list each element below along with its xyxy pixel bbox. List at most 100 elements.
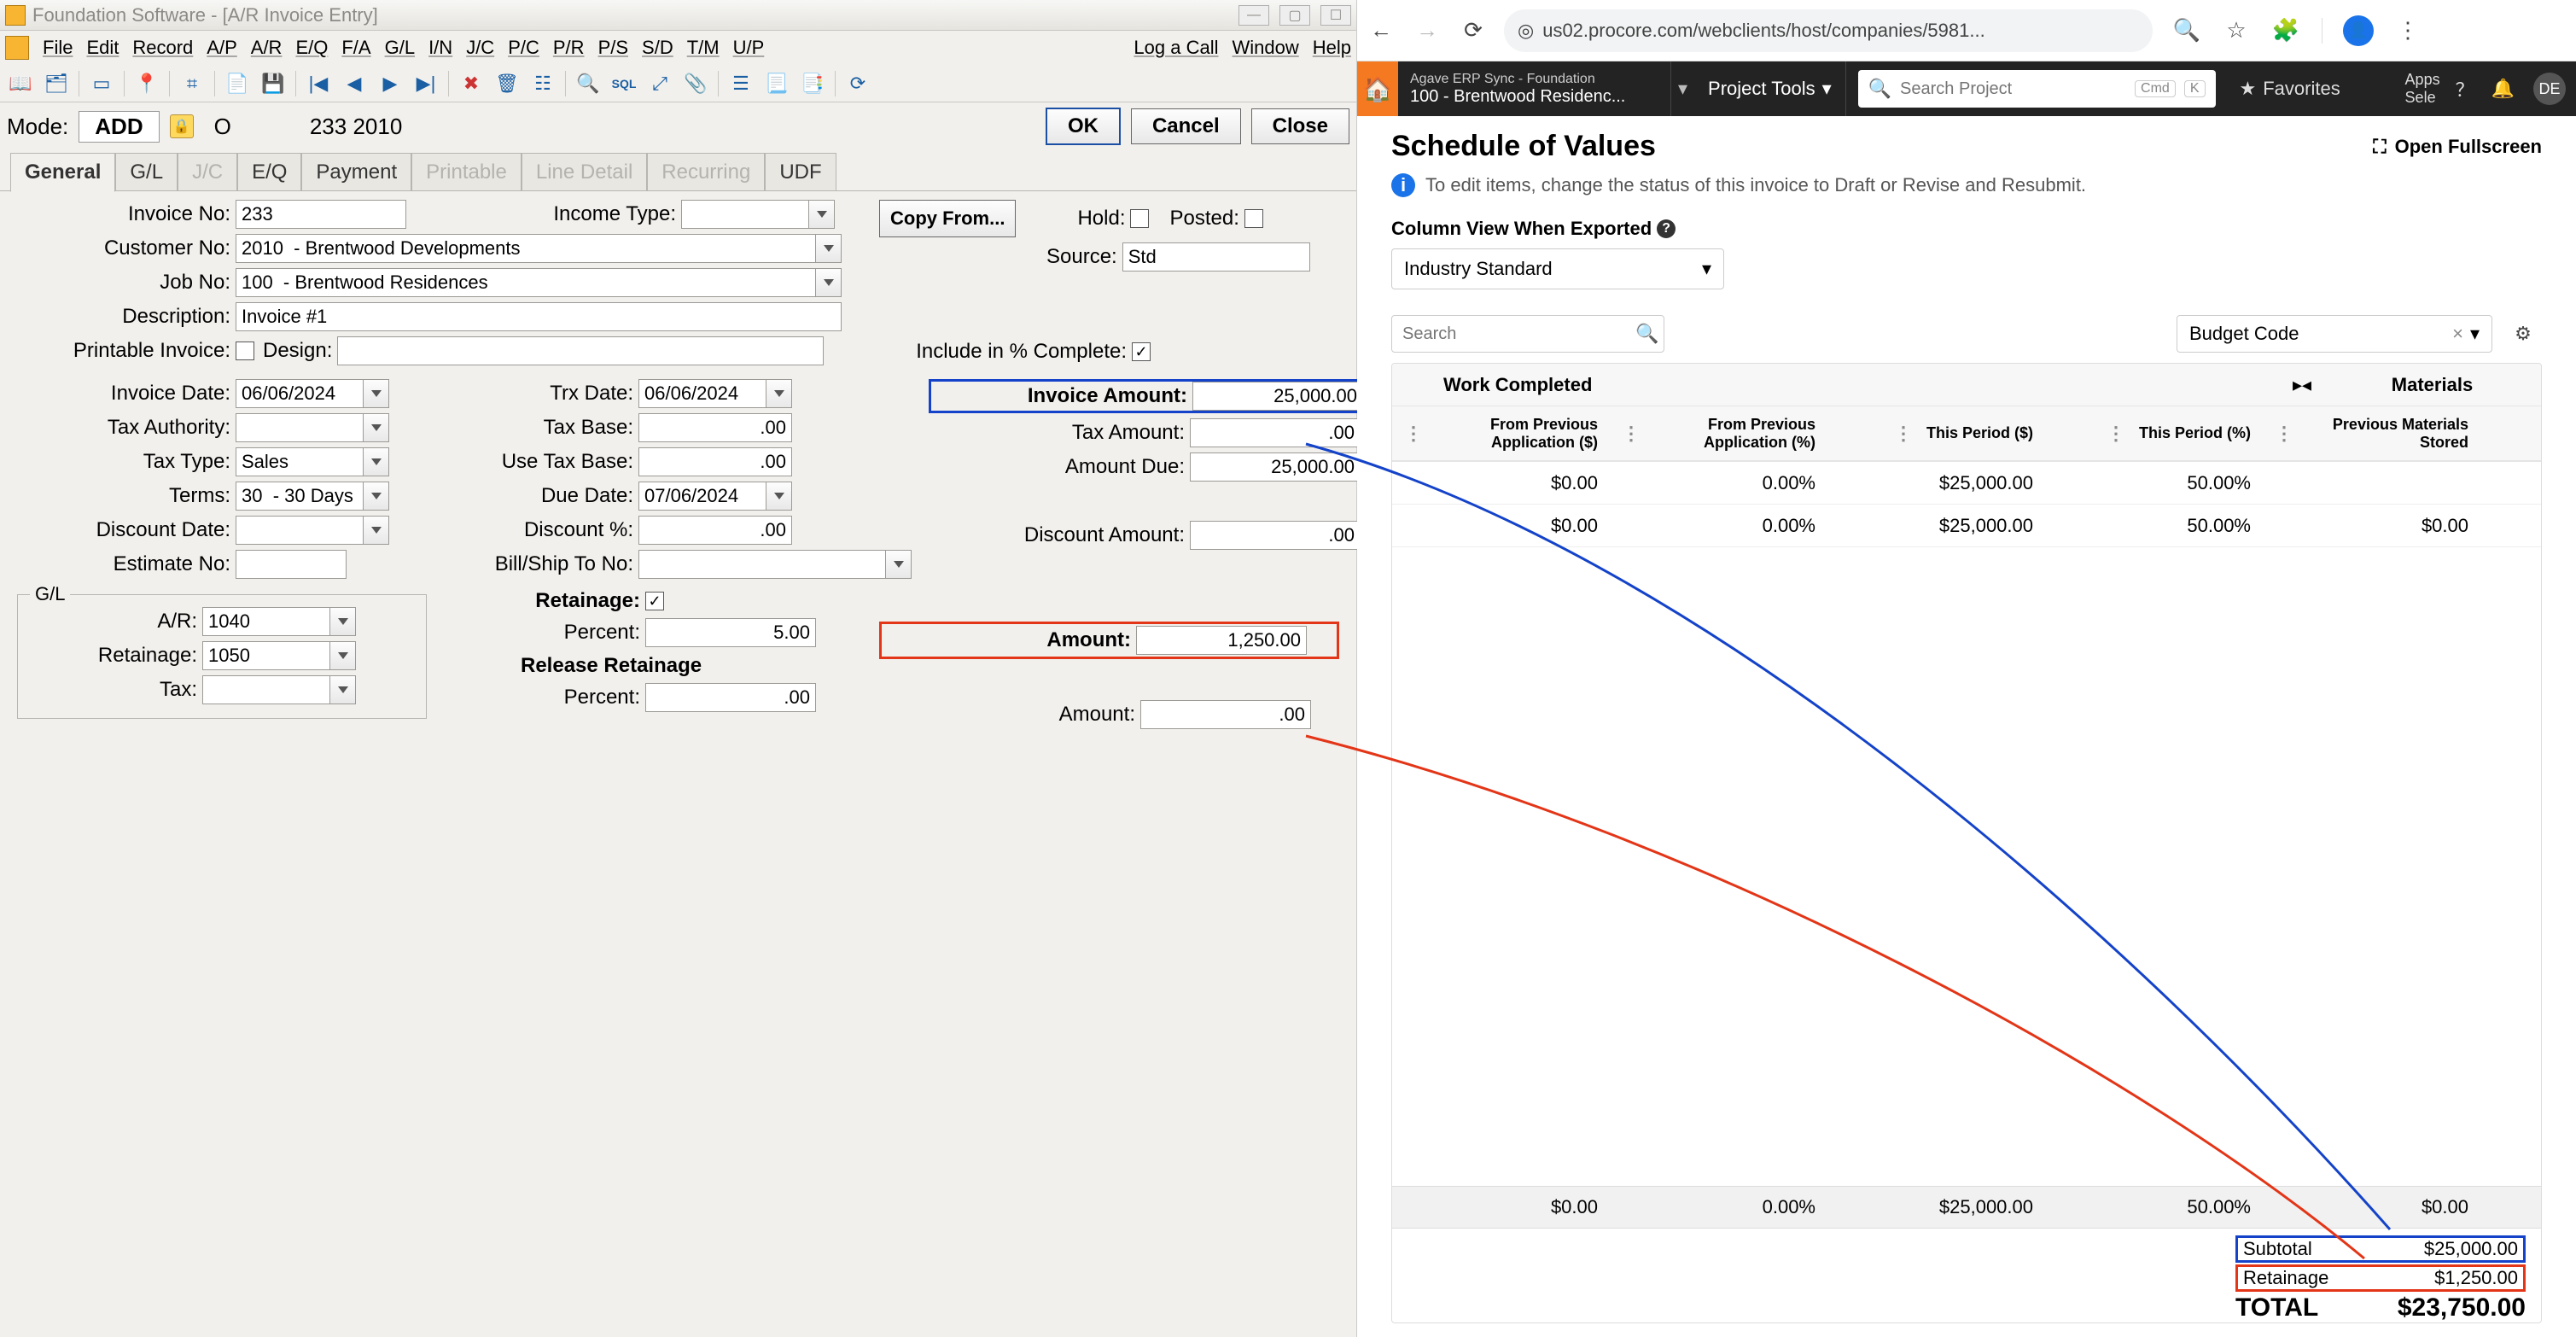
input-trx-date[interactable] xyxy=(638,379,766,408)
menu-file[interactable]: File xyxy=(43,37,73,59)
chrome-avatar-icon[interactable]: 👤 xyxy=(2343,15,2374,46)
next-icon[interactable]: ▶ xyxy=(373,68,407,99)
menu-jc[interactable]: J/C xyxy=(466,37,494,59)
grid-icon[interactable]: ⌗ xyxy=(175,68,209,99)
tab-linedetail[interactable]: Line Detail xyxy=(522,153,647,191)
book-icon[interactable]: 📖 xyxy=(3,68,38,99)
budget-code-select[interactable]: Budget Code × ▾ xyxy=(2177,315,2492,353)
column-menu-icon[interactable]: ⋮ xyxy=(1894,423,1913,445)
menu-logacall[interactable]: Log a Call xyxy=(1134,37,1218,59)
chevron-down-icon[interactable] xyxy=(330,641,356,670)
delete-icon[interactable]: 🗑 xyxy=(490,68,524,99)
menu-up[interactable]: U/P xyxy=(733,37,765,59)
menu-ap[interactable]: A/P xyxy=(207,37,236,59)
column-menu-icon[interactable]: ⋮ xyxy=(1622,423,1641,445)
menu-help[interactable]: Help xyxy=(1313,37,1351,59)
input-disc-amount[interactable] xyxy=(1190,521,1361,550)
input-rel-amount[interactable] xyxy=(1140,700,1311,729)
tab-eq[interactable]: E/Q xyxy=(237,153,301,191)
input-rel-percent[interactable] xyxy=(645,683,816,712)
menu-in[interactable]: I/N xyxy=(428,37,452,59)
chrome-menu-icon[interactable]: ⋮ xyxy=(2392,15,2423,46)
expand-cols-icon[interactable]: ▸◂ xyxy=(2281,374,2323,396)
chevron-down-icon[interactable] xyxy=(364,447,389,476)
minimize-button[interactable]: — xyxy=(1238,5,1269,26)
chevron-down-icon[interactable]: ▾ xyxy=(1671,61,1694,116)
home-icon[interactable]: 🏠 xyxy=(1357,61,1398,116)
chevron-down-icon[interactable] xyxy=(816,234,842,263)
expand-icon[interactable]: ⤢ xyxy=(643,68,677,99)
bell-icon[interactable]: 🔔 xyxy=(2483,61,2523,116)
back-icon[interactable]: ← xyxy=(1366,15,1396,46)
column-menu-icon[interactable]: ⋮ xyxy=(1404,423,1423,445)
attach-icon[interactable]: 📎 xyxy=(679,68,713,99)
menu-window[interactable]: Window xyxy=(1233,37,1299,59)
input-tax-type[interactable] xyxy=(236,447,364,476)
tab-gl[interactable]: G/L xyxy=(115,153,178,191)
input-use-tax-base[interactable] xyxy=(638,447,792,476)
input-ret-percent[interactable] xyxy=(645,618,816,647)
cancel-icon[interactable]: ✖ xyxy=(454,68,488,99)
input-due-date[interactable] xyxy=(638,482,766,511)
input-tax-base[interactable] xyxy=(638,413,792,442)
doc-icon[interactable]: 📃 xyxy=(760,68,794,99)
help-icon[interactable]: ？ xyxy=(2447,61,2483,116)
tab-recurring[interactable]: Recurring xyxy=(647,153,765,191)
open-fullscreen-button[interactable]: ⛶ Open Fullscreen xyxy=(2373,136,2542,158)
table-search[interactable]: 🔍 xyxy=(1391,315,1664,353)
menu-sd[interactable]: S/D xyxy=(642,37,673,59)
colview-select[interactable]: Industry Standard ▾ xyxy=(1391,248,1724,289)
first-icon[interactable]: |◀ xyxy=(301,68,335,99)
input-tax-auth[interactable] xyxy=(236,413,364,442)
input-disc-date[interactable] xyxy=(236,516,364,545)
menu-record[interactable]: Record xyxy=(132,37,193,59)
chevron-down-icon[interactable] xyxy=(809,200,835,229)
project-tools-menu[interactable]: Project Tools ▾ xyxy=(1694,61,1846,116)
prev-icon[interactable]: ◀ xyxy=(337,68,371,99)
input-amount-due[interactable] xyxy=(1190,452,1361,482)
menu-ar[interactable]: A/R xyxy=(251,37,283,59)
column-menu-icon[interactable]: ⋮ xyxy=(2275,423,2293,445)
user-avatar[interactable]: DE xyxy=(2533,73,2566,105)
menu-pr[interactable]: P/R xyxy=(553,37,585,59)
pin-icon[interactable]: 📍 xyxy=(130,68,164,99)
tab-printable[interactable]: Printable xyxy=(411,153,522,191)
table-row[interactable]: $0.00 0.00% $25,000.00 50.00% $0.00 xyxy=(1392,505,2541,547)
menu-edit[interactable]: Edit xyxy=(86,37,119,59)
table-search-input[interactable] xyxy=(1402,324,1629,344)
tab-jc[interactable]: J/C xyxy=(178,153,237,191)
close-button[interactable]: Close xyxy=(1251,108,1349,144)
apps-selector[interactable]: Apps Sele xyxy=(2398,61,2447,116)
search-project-input[interactable] xyxy=(1900,79,2126,99)
menu-eq[interactable]: E/Q xyxy=(295,37,328,59)
chevron-down-icon[interactable] xyxy=(816,268,842,297)
rows-icon[interactable]: ☰ xyxy=(724,68,758,99)
maximize-button[interactable]: ▢ xyxy=(1279,5,1310,26)
input-invoice-date[interactable] xyxy=(236,379,364,408)
tab-general[interactable]: General xyxy=(10,153,115,192)
table-settings-icon[interactable]: ⚙ xyxy=(2504,315,2542,353)
card-icon[interactable]: 🗂 xyxy=(39,68,73,99)
table-row[interactable]: $0.00 0.00% $25,000.00 50.00% xyxy=(1392,462,2541,505)
reload-icon[interactable]: ⟳ xyxy=(1458,15,1489,46)
menu-fa[interactable]: F/A xyxy=(341,37,370,59)
forward-icon[interactable]: → xyxy=(1412,15,1442,46)
new-icon[interactable]: 📄 xyxy=(220,68,254,99)
checkbox-posted[interactable] xyxy=(1244,209,1263,228)
input-tax-amount[interactable] xyxy=(1190,418,1361,447)
save-icon[interactable]: 💾 xyxy=(256,68,290,99)
input-ret-amount[interactable] xyxy=(1136,626,1307,655)
input-bill-ship[interactable] xyxy=(638,550,886,579)
clear-icon[interactable]: × xyxy=(2452,323,2463,345)
menu-gl[interactable]: G/L xyxy=(385,37,415,59)
chevron-down-icon[interactable] xyxy=(330,675,356,704)
chevron-down-icon[interactable] xyxy=(886,550,912,579)
search-icon[interactable]: 🔍 xyxy=(571,68,605,99)
chevron-down-icon[interactable] xyxy=(364,516,389,545)
sql-icon[interactable]: SQL xyxy=(607,68,641,99)
menu-tm[interactable]: T/M xyxy=(687,37,720,59)
input-terms[interactable] xyxy=(236,482,364,511)
last-icon[interactable]: ▶| xyxy=(409,68,443,99)
input-disc-pct[interactable] xyxy=(638,516,792,545)
lock-icon[interactable]: 🔒 xyxy=(170,114,194,138)
